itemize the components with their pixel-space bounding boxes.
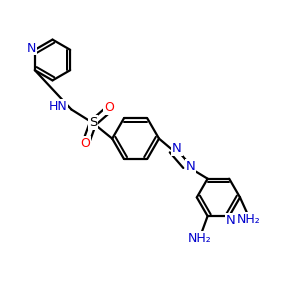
Text: S: S xyxy=(89,116,97,129)
Text: HN: HN xyxy=(49,100,68,113)
Text: O: O xyxy=(81,136,90,150)
Text: N: N xyxy=(186,160,195,173)
Text: NH₂: NH₂ xyxy=(237,213,261,226)
Text: O: O xyxy=(104,101,114,114)
Text: N: N xyxy=(226,214,236,227)
Text: N: N xyxy=(26,42,36,55)
Text: N: N xyxy=(172,142,182,155)
Text: NH₂: NH₂ xyxy=(188,232,212,244)
